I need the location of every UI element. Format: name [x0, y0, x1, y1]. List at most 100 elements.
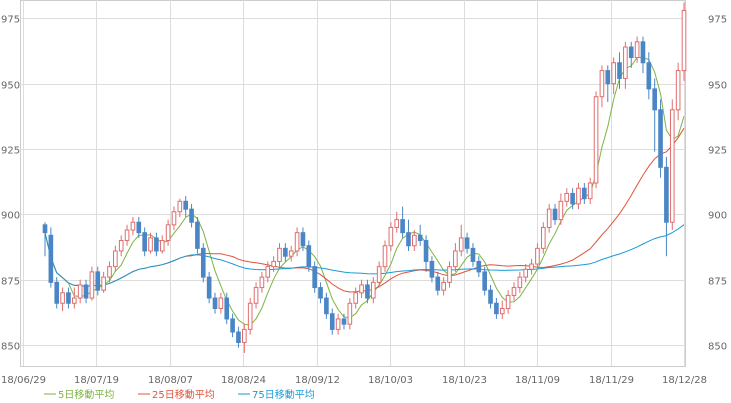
candle-down — [494, 302, 499, 315]
legend: 5日移動平均 25日移動平均 75日移動平均 — [44, 388, 315, 401]
y-tick-label-left: 925 — [1, 146, 20, 157]
candle-down — [236, 331, 241, 343]
candle-down — [552, 208, 558, 221]
candle-down — [570, 192, 575, 205]
candle-down — [417, 234, 423, 242]
candle-up — [611, 62, 616, 85]
candle-up — [218, 297, 224, 309]
legend-label-ma5: 5日移動平均 — [58, 388, 114, 401]
candle-down — [482, 271, 487, 291]
ma75-line — [44, 224, 685, 288]
candle-up — [382, 245, 388, 268]
y-axis-left: 850 875 900 925 950 975 — [1, 15, 20, 353]
candle-up — [370, 281, 376, 299]
candle-up — [593, 96, 599, 184]
candle-up — [675, 70, 681, 111]
candle-down — [224, 297, 230, 320]
candle-up — [294, 232, 300, 252]
candle-down — [476, 260, 482, 273]
candle-down — [312, 266, 317, 289]
candle-up — [101, 276, 106, 291]
x-tick-label: 18/10/23 — [442, 375, 487, 386]
y-tick-label-left: 975 — [1, 15, 20, 26]
y-tick-label-right: 925 — [708, 146, 727, 157]
candle-up — [335, 318, 341, 330]
x-tick-label: 18/09/12 — [295, 375, 340, 386]
candle-down — [42, 224, 48, 234]
candle-down — [605, 70, 611, 85]
candle-up — [347, 302, 353, 325]
candle-up — [271, 260, 276, 268]
candle-down — [429, 260, 435, 278]
legend-label-ma75: 75日移動平均 — [252, 388, 315, 401]
x-tick-label: 18/10/03 — [368, 375, 413, 386]
y-tick-label-right: 900 — [708, 211, 727, 222]
candle-up — [587, 182, 593, 200]
candle-up — [376, 266, 382, 283]
candle-down — [54, 281, 60, 304]
candle-up — [535, 247, 540, 265]
candlesticks — [42, 2, 687, 353]
candle-down — [206, 276, 212, 299]
candle-up — [71, 297, 77, 304]
candle-up — [669, 109, 675, 223]
candle-down — [212, 297, 218, 309]
candle-down — [406, 232, 411, 247]
candle-down — [48, 234, 54, 283]
candle-up — [453, 250, 458, 268]
y-tick-label-right: 850 — [708, 342, 727, 353]
candle-up — [576, 187, 581, 205]
candle-up — [265, 266, 271, 278]
candle-up — [107, 266, 112, 278]
candle-up — [359, 284, 364, 294]
candle-up — [259, 276, 265, 289]
candle-down — [488, 289, 493, 304]
candle-up — [623, 46, 628, 79]
candle-down — [283, 247, 288, 257]
plot-frame — [20, 0, 686, 367]
candle-up — [546, 208, 552, 228]
candle-down — [435, 276, 441, 291]
candle-down — [365, 284, 370, 299]
x-tick-label: 18/11/29 — [589, 375, 634, 386]
candle-up — [159, 240, 165, 252]
candle-up — [523, 268, 529, 278]
candle-down — [470, 247, 476, 262]
candle-up — [394, 219, 400, 228]
candle-down — [189, 208, 194, 223]
candle-up — [77, 284, 83, 299]
candle-up — [247, 302, 253, 330]
candle-down — [646, 62, 652, 90]
candle-up — [148, 237, 153, 252]
candle-down — [617, 62, 622, 79]
candle-down — [183, 200, 189, 210]
y-tick-label-left: 875 — [1, 277, 20, 288]
candle-down — [582, 187, 587, 200]
candle-up — [599, 70, 605, 98]
candle-down — [136, 221, 142, 234]
candle-down — [83, 284, 89, 299]
candle-down — [640, 41, 646, 64]
gridlines — [20, 0, 685, 366]
candle-up — [118, 240, 124, 252]
candle-up — [447, 266, 452, 283]
x-tick-label: 18/06/29 — [1, 375, 46, 386]
candle-up — [564, 192, 570, 202]
candle-down — [66, 292, 71, 304]
candle-down — [318, 287, 323, 299]
x-tick-label: 18/11/09 — [515, 375, 560, 386]
candle-up — [288, 250, 294, 257]
candle-up — [130, 221, 136, 231]
candle-up — [529, 263, 534, 270]
x-tick-label: 18/07/19 — [74, 375, 119, 386]
candle-down — [230, 318, 235, 333]
candle-up — [517, 276, 523, 289]
candle-up — [499, 307, 505, 315]
candle-up — [353, 292, 359, 304]
candle-down — [628, 46, 634, 59]
y-tick-label-left: 900 — [1, 211, 20, 222]
candle-up — [558, 200, 564, 221]
candle-down — [300, 232, 306, 247]
candle-down — [400, 219, 405, 234]
